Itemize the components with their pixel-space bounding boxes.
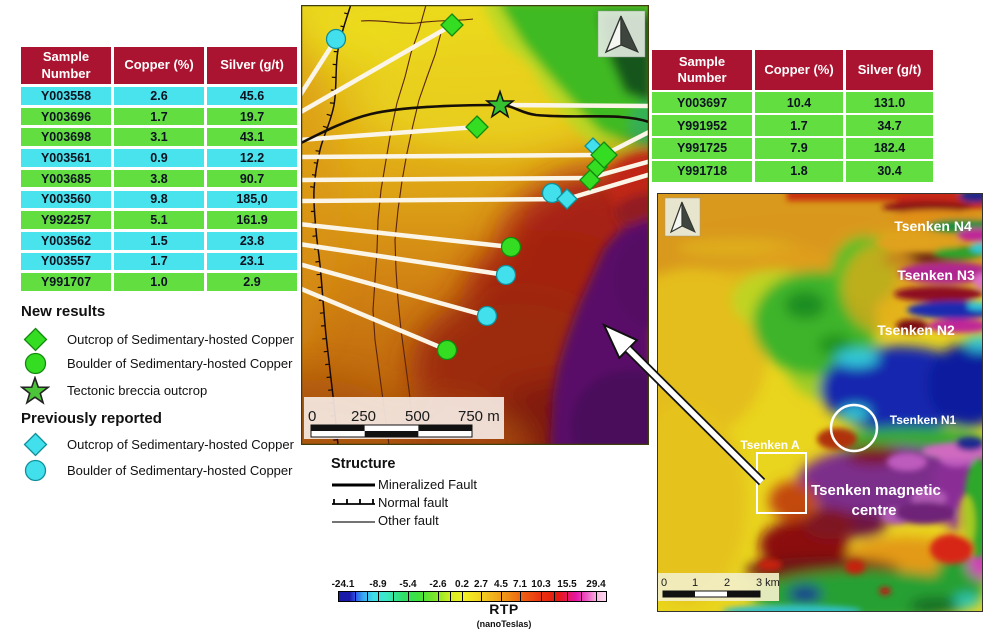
svg-text:250: 250 — [351, 408, 376, 425]
svg-text:Tsenken N2: Tsenken N2 — [877, 322, 955, 338]
svg-text:1: 1 — [692, 577, 698, 589]
svg-text:Tsenken N4: Tsenken N4 — [894, 218, 972, 234]
svg-text:2: 2 — [724, 577, 730, 589]
svg-text:Tsenken A: Tsenken A — [740, 438, 800, 452]
svg-text:0: 0 — [308, 408, 316, 425]
svg-text:Tsenken N1: Tsenken N1 — [890, 413, 957, 427]
svg-text:centre: centre — [851, 502, 896, 519]
svg-text:Tsenken magnetic: Tsenken magnetic — [811, 482, 941, 499]
svg-text:0: 0 — [661, 577, 667, 589]
svg-text:3 km: 3 km — [756, 577, 780, 589]
svg-text:Tsenken N3: Tsenken N3 — [897, 267, 975, 283]
svg-text:750 m: 750 m — [458, 408, 500, 425]
svg-text:500: 500 — [405, 408, 430, 425]
